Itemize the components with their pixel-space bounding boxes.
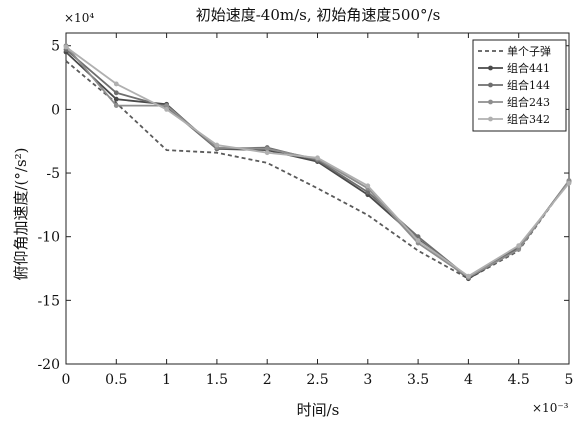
chart-title: 初始速度-40m/s, 初始角速度500°/s <box>196 6 441 24</box>
y-tick-label: 0 <box>51 102 60 118</box>
data-point <box>264 150 270 156</box>
x-tick-label: 5 <box>565 372 574 388</box>
legend-entry: 组合144 <box>507 78 550 92</box>
legend-marker <box>488 82 493 88</box>
data-point <box>365 183 371 189</box>
data-point <box>566 180 572 186</box>
legend-entry: 组合243 <box>507 95 550 109</box>
x-tick-label: 2 <box>263 372 272 388</box>
y-axis-exponent: ×10⁴ <box>64 11 94 25</box>
legend-entry: 单个子弹 <box>507 44 551 58</box>
x-axis-label: 时间/s <box>297 401 340 419</box>
y-tick-label: -10 <box>37 230 60 246</box>
data-point <box>516 243 522 249</box>
y-axis-label: 俯仰角加速度/(°/s²) <box>12 147 30 280</box>
data-point <box>415 238 421 243</box>
data-point <box>164 103 170 108</box>
x-tick-label: 3 <box>363 372 372 388</box>
x-axis-exponent: ×10⁻³ <box>532 401 569 415</box>
legend-marker <box>488 99 493 105</box>
data-point <box>63 44 69 50</box>
data-point <box>466 273 471 279</box>
data-point <box>164 106 170 112</box>
x-tick-label: 3.5 <box>407 372 429 388</box>
x-tick-label: 0 <box>62 372 71 388</box>
data-point <box>113 90 119 96</box>
legend-marker <box>488 65 493 71</box>
data-point <box>113 96 119 102</box>
x-tick-label: 2.5 <box>306 372 328 388</box>
legend-marker <box>488 116 493 122</box>
plot-area: 0 0.5 1 1.5 2 2.5 3 3.5 4 4.5 5 5 0 -5 -10 -15 -20 <box>37 32 574 388</box>
legend-entry: 组合342 <box>507 112 550 126</box>
data-point <box>113 103 119 108</box>
y-tick-label: 5 <box>51 39 60 55</box>
x-tick-label: 1.5 <box>206 372 228 388</box>
data-point <box>264 146 270 152</box>
data-point <box>113 81 119 87</box>
y-tick-label: -15 <box>37 293 60 309</box>
data-point <box>315 155 320 161</box>
data-point <box>516 247 522 252</box>
x-tick-label: 4 <box>464 372 473 388</box>
x-tick-label: 0.5 <box>105 372 127 388</box>
legend-entry: 组合441 <box>507 61 550 75</box>
y-tick-label: -20 <box>37 357 60 373</box>
x-tick-label: 1 <box>162 372 171 388</box>
y-tick-label: -5 <box>46 166 60 182</box>
data-point <box>214 142 220 148</box>
x-tick-label: 4.5 <box>508 372 530 388</box>
